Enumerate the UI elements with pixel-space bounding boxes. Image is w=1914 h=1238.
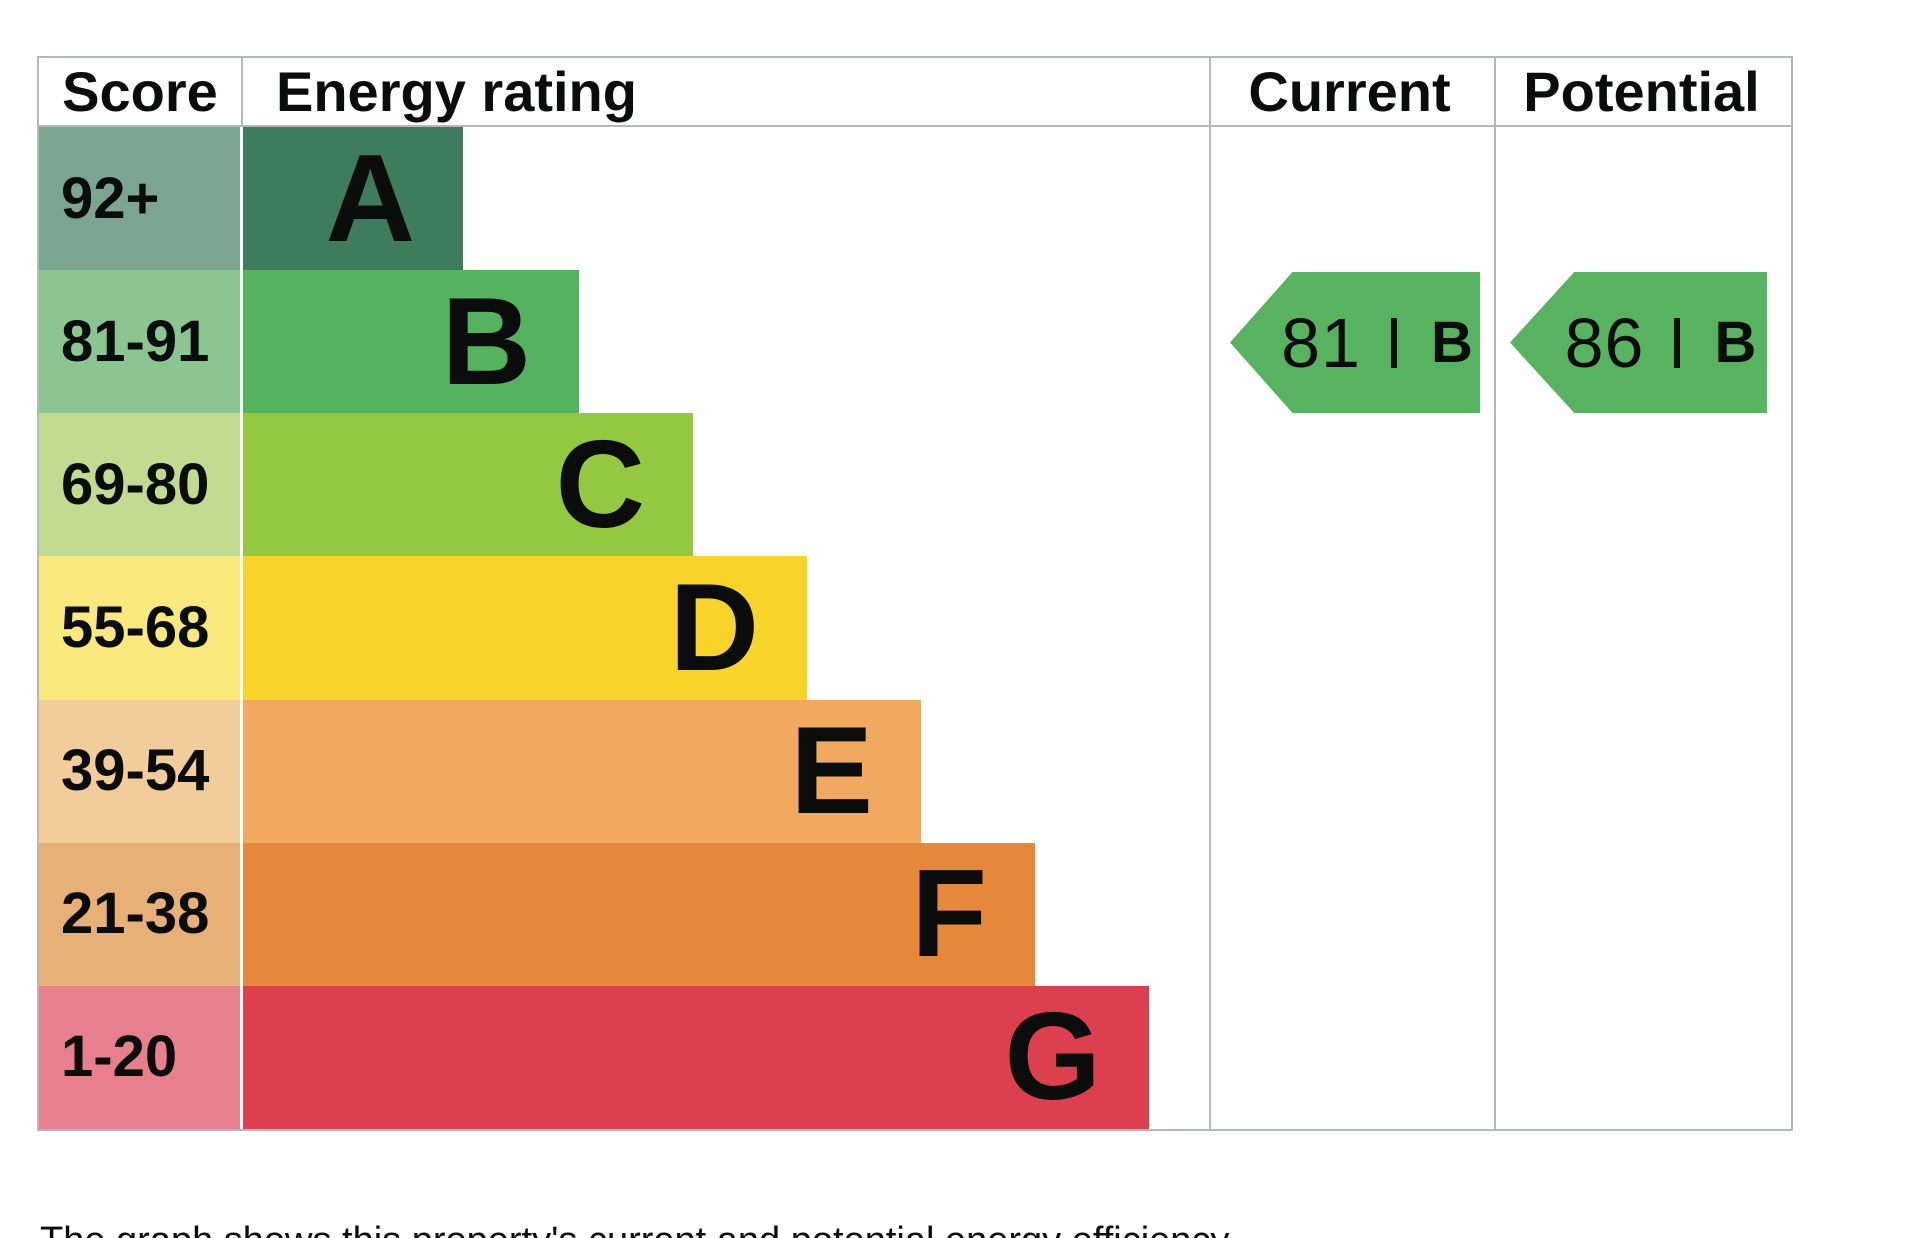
band-row: 55-68 D xyxy=(39,556,1791,700)
current-rating-value: 81 xyxy=(1281,303,1361,382)
band-score-cell: 1-20 xyxy=(39,985,243,1129)
band-letter: G xyxy=(1004,988,1101,1127)
band-score-cell: 81-91 xyxy=(39,270,243,414)
band-bar: A xyxy=(243,127,463,271)
band-score-cell: 21-38 xyxy=(39,842,243,986)
potential-rating-value: 86 xyxy=(1564,303,1645,382)
band-score-cell: 92+ xyxy=(39,127,243,271)
current-rating-letter: B xyxy=(1430,309,1473,375)
band-score-cell: 55-68 xyxy=(39,556,243,700)
band-letter: D xyxy=(669,558,759,697)
band-score-cell: 69-80 xyxy=(39,413,243,557)
band-bar: D xyxy=(243,556,807,700)
band-bar: C xyxy=(243,413,693,557)
band-row: 92+ A xyxy=(39,127,1791,271)
gridline-potential-column xyxy=(1494,58,1496,1129)
table-header-row: Score Energy rating Current Potential xyxy=(39,58,1791,127)
chart-caption: The graph shows this property's current … xyxy=(40,1219,1237,1238)
band-score-label: 21-38 xyxy=(61,881,210,947)
band-bar: G xyxy=(243,985,1149,1129)
band-score-label: 81-91 xyxy=(61,308,210,374)
header-score: Score xyxy=(39,58,243,125)
epc-table: Score Energy rating Current Potential 92… xyxy=(37,56,1793,1131)
band-row: 21-38 F xyxy=(39,842,1791,986)
band-row: 69-80 C xyxy=(39,413,1791,557)
header-current: Current xyxy=(1248,59,1451,123)
band-letter: F xyxy=(911,845,987,984)
band-score-label: 55-68 xyxy=(61,594,210,660)
rating-divider-bar xyxy=(1390,317,1397,368)
band-bar: F xyxy=(243,842,1035,986)
band-row: 1-20 G xyxy=(39,985,1791,1129)
band-letter: A xyxy=(325,129,415,268)
rating-divider-bar xyxy=(1674,317,1681,368)
potential-rating-letter: B xyxy=(1714,309,1757,375)
header-energy-rating: Energy rating xyxy=(276,59,637,123)
bands: 92+ A 81-91 B 69-80 C 55-68 D 39-54 xyxy=(39,127,1791,1129)
band-score-label: 92+ xyxy=(61,165,160,231)
band-letter: E xyxy=(790,702,873,841)
header-potential: Potential xyxy=(1523,59,1760,123)
gridline-current-column xyxy=(1209,58,1211,1129)
band-score-cell: 39-54 xyxy=(39,699,243,843)
band-score-label: 69-80 xyxy=(61,451,210,517)
potential-rating-arrow: 86 B xyxy=(1510,272,1767,413)
band-row: 39-54 E xyxy=(39,699,1791,843)
band-score-label: 39-54 xyxy=(61,738,210,804)
band-letter: C xyxy=(555,415,645,554)
band-letter: B xyxy=(441,272,531,411)
band-score-label: 1-20 xyxy=(61,1024,178,1090)
band-bar: B xyxy=(243,270,579,414)
band-row: 81-91 B xyxy=(39,270,1791,414)
band-bar: E xyxy=(243,699,921,843)
